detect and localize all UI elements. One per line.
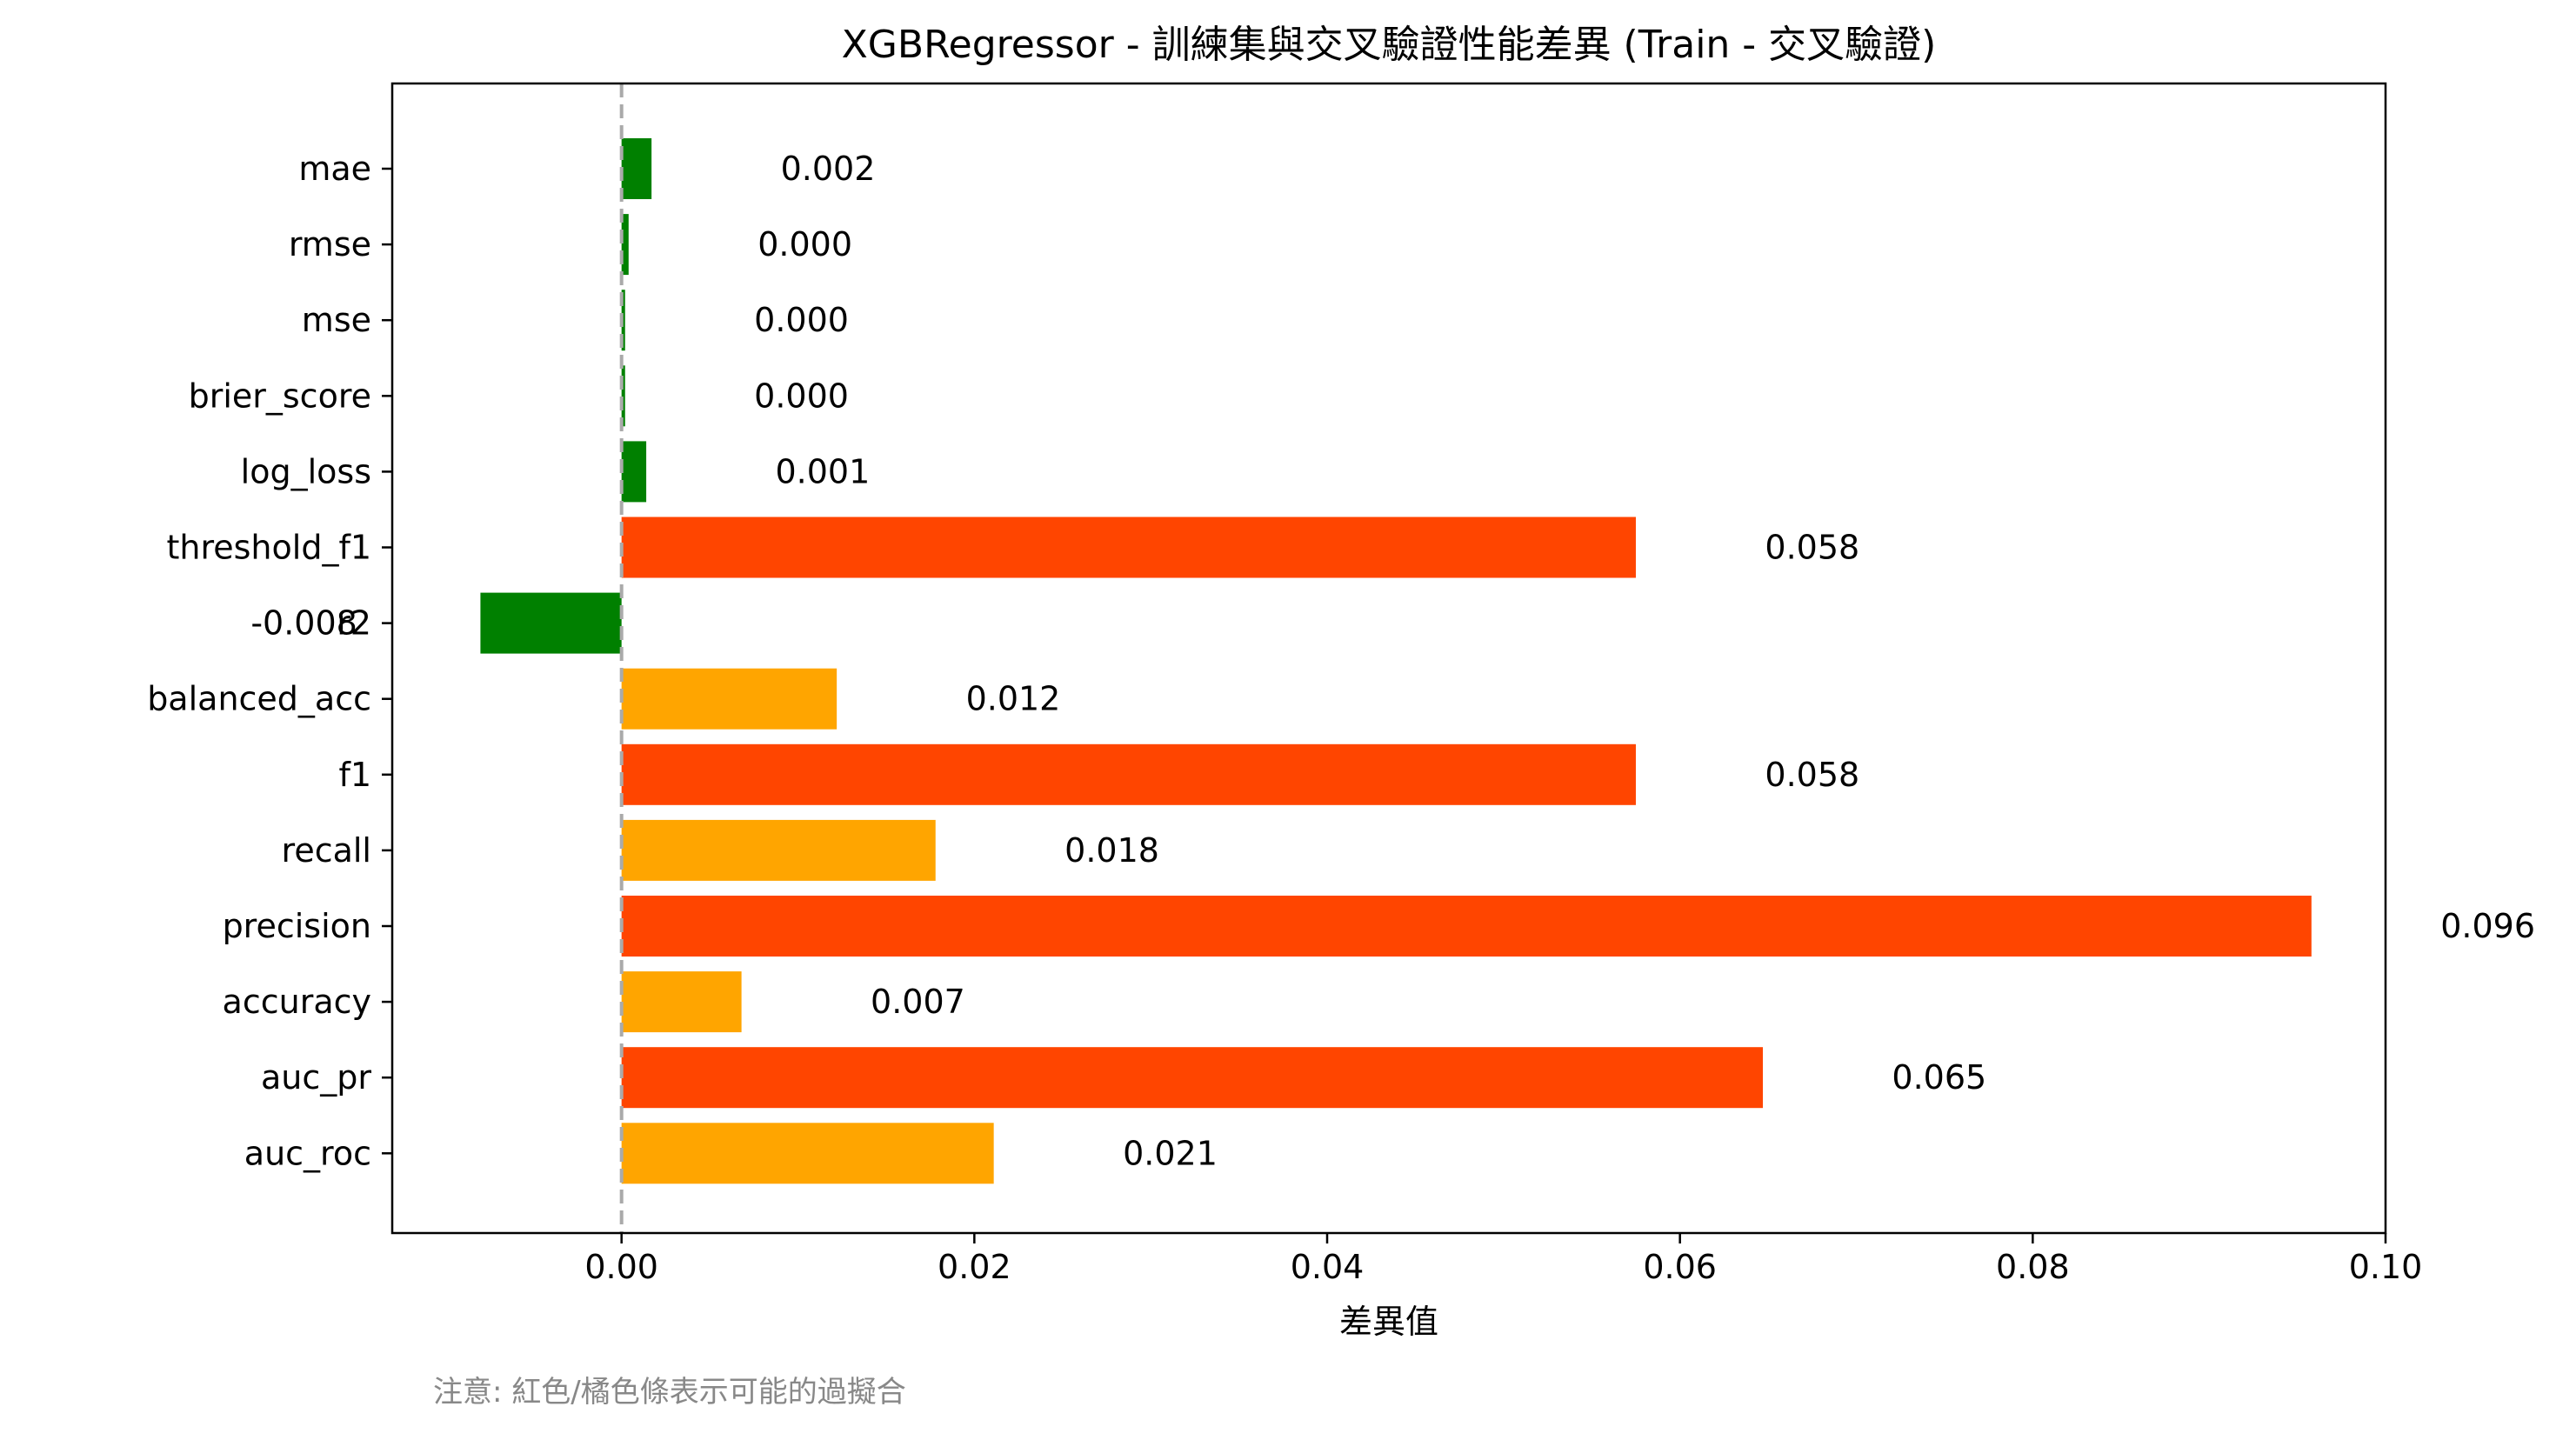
bar-brier-score [621,365,625,427]
x-tick-label: 0.04 [1291,1248,1365,1286]
value-label-balanced-acc: 0.012 [966,680,1061,718]
x-tick-label: 0.08 [1996,1248,2070,1286]
y-tick-label-mae: mae [298,150,371,188]
chart-title: XGBRegressor - 訓練集與交叉驗證性能差異 (Train - 交叉驗… [842,23,1937,67]
value-label-recall: 0.018 [1064,831,1159,870]
footnote: 注意: 紅色/橘色條表示可能的過擬合 [433,1375,906,1410]
plot-frame [390,82,2387,1235]
y-tick-label-r2: r2 [337,604,371,643]
y-tick-label-threshold-f1: threshold_f1 [166,529,371,567]
x-axis-label: 差異值 [1339,1303,1438,1341]
y-tick-label-auc-roc: auc_roc [244,1134,371,1172]
bars-layer [480,138,2312,1184]
value-label-auc-pr: 0.065 [1892,1058,1986,1097]
y-tick-label-f1: f1 [338,756,371,794]
y-tick-label-brier-score: brier_score [189,377,371,415]
bar-accuracy [621,971,742,1033]
bar-auc-pr [621,1047,1764,1109]
value-label-threshold-f1: 0.058 [1765,529,1859,567]
value-labels-layer: 0.002 0.000 0.000 0.000 0.001 0.058 -0.008 0.01… [250,150,2535,1172]
y-tick-label-log-loss: log_loss [241,452,371,490]
value-label-precision: 0.096 [2440,907,2535,945]
bar-recall [621,819,936,881]
x-axis: 0.00 0.02 0.04 0.06 0.08 0.10 [584,1233,2422,1286]
value-label-rmse: 0.000 [757,225,852,263]
y-tick-label-recall: recall [282,831,371,870]
y-tick-label-accuracy: accuracy [223,983,371,1021]
x-tick-label: 0.02 [938,1248,1011,1286]
x-tick-label: 0.10 [2349,1248,2423,1286]
bar-threshold-f1 [621,517,1636,578]
bar-rmse [621,214,629,276]
bar-f1 [621,743,1636,805]
bar-mse [621,290,625,351]
value-label-f1: 0.058 [1765,756,1859,794]
value-label-brier-score: 0.000 [754,377,849,415]
bar-mae [621,138,652,199]
value-label-mse: 0.000 [754,301,849,339]
value-label-mae: 0.002 [781,150,876,188]
value-label-log-loss: 0.001 [776,452,871,490]
value-label-r2: -0.008 [250,604,357,643]
y-tick-label-precision: precision [223,907,371,945]
y-tick-label-balanced-acc: balanced_acc [147,680,371,718]
value-label-accuracy: 0.007 [871,983,965,1021]
y-tick-label-auc-pr: auc_pr [261,1058,371,1097]
bar-log-loss [621,441,647,503]
value-label-auc-roc: 0.021 [1123,1134,1218,1172]
y-tick-label-mse: mse [302,301,371,339]
bar-auc-roc [621,1123,994,1184]
y-tick-label-rmse: rmse [289,225,371,263]
bar-r2 [480,592,622,654]
bar-precision [621,896,2312,957]
x-tick-label: 0.06 [1643,1248,1717,1286]
x-tick-label: 0.00 [584,1248,658,1286]
y-axis: mae rmse mse brier_score log_loss threshold_f… [147,150,392,1172]
bar-balanced-acc [621,668,838,730]
